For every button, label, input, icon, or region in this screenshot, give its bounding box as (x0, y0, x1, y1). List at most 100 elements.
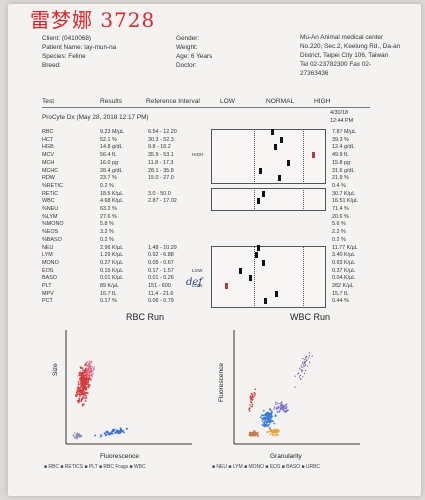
test-result: 0.01 K/µL (100, 275, 124, 282)
scatter-dot (273, 408, 275, 410)
scatter-dot (76, 389, 79, 392)
scatter-dot (87, 383, 90, 386)
test-name: RETIC (42, 190, 59, 197)
scatter-dot (273, 406, 276, 408)
scatter-dot (85, 362, 87, 365)
scatter-dot (86, 374, 89, 376)
scatter-dot (75, 437, 77, 439)
scatter-dot (87, 371, 89, 374)
scatter-dot (250, 401, 253, 404)
prior-result: 15.8 pg (332, 159, 350, 166)
scatter-dot (88, 360, 91, 362)
test-result: 56.4 fL (100, 152, 117, 159)
scatter-dot (301, 366, 303, 368)
scatter-dot (268, 428, 271, 430)
section-title: ProCyte Dx (May 28, 2018 12:17 PM) (42, 114, 149, 121)
range-box-wbc-diff (211, 246, 326, 308)
scatter-dot (294, 386, 296, 388)
rbc-x-label: Fluorescence (100, 453, 140, 460)
scatter-dot (89, 363, 91, 365)
scatter-dot (277, 407, 279, 409)
scatter-dot (280, 403, 283, 406)
scatter-dot (308, 357, 310, 359)
test-name: %RETIC (42, 182, 63, 189)
test-flag: LOW (192, 283, 203, 288)
test-name: LYM (42, 252, 53, 259)
scatter-dot (304, 362, 306, 364)
clinic-phone: Tel 02-23782300 Fax 02- (300, 61, 372, 68)
normal-high-line (303, 129, 304, 184)
age-field: Age: 6 Years (176, 53, 213, 60)
wbc-legend: ■ NEU ■ LYM ■ MONO ■ EOS ■ BASO ■ URBC (212, 464, 321, 470)
scatter-dot (275, 403, 277, 406)
scatter-dot (107, 433, 109, 435)
prior-result: 49.9 fL (332, 152, 349, 159)
scatter-dot (251, 399, 254, 401)
scatter-dot (78, 399, 81, 401)
scatter-dot (299, 367, 301, 369)
scatter-dot (301, 369, 303, 372)
scatter-dot (270, 413, 273, 416)
scatter-dot (79, 395, 81, 397)
wbc-x-label: Granularity (270, 453, 302, 460)
scatter-dot (265, 417, 268, 419)
scatter-dot (254, 434, 257, 437)
wbc-run-plot (233, 330, 360, 445)
result-marker (280, 136, 283, 143)
scatter-dot (261, 420, 264, 422)
client-field: Client: (0410068) (42, 35, 92, 42)
scatter-dot (78, 397, 81, 400)
test-result: 89 K/µL (100, 283, 119, 289)
scatter-dot (268, 419, 271, 422)
scatter-dot (266, 413, 268, 416)
scatter-dot (77, 383, 80, 386)
test-reference: 11.4 - 21.6 (148, 290, 174, 297)
normal-low-line (254, 188, 255, 211)
scatter-dot (88, 361, 91, 364)
col-low: LOW (220, 98, 236, 105)
scatter-dot (285, 406, 288, 408)
test-flag: HIGH (192, 152, 204, 158)
test-reference: 0.17 - 1.57 (148, 267, 174, 274)
table-row: PLT 89 K/µL 151 - 600 LOW 282 K/µL (8, 282, 421, 290)
scatter-dot (84, 392, 86, 395)
scatter-dot (302, 361, 304, 363)
scatter-dot (303, 364, 305, 366)
scatter-dot (72, 435, 75, 437)
scatter-dot (300, 365, 302, 367)
scatter-dot (297, 373, 299, 375)
scatter-dot (300, 369, 302, 371)
scatter-dot (269, 421, 272, 424)
test-reference: 0.01 - 0.26 (148, 275, 174, 282)
result-marker (312, 152, 316, 159)
breed-field: Breed: (42, 62, 61, 69)
scatter-dot (249, 404, 251, 406)
scatter-dot (270, 428, 272, 431)
scatter-dot (86, 365, 89, 367)
scatter-dot (303, 366, 305, 368)
test-name: %NEU (42, 206, 59, 212)
scatter-dot (91, 365, 93, 368)
normal-high-line (303, 246, 304, 308)
scatter-dot (302, 376, 304, 378)
scatter-dot (304, 369, 306, 372)
normal-low-line (254, 129, 255, 184)
scatter-dot (113, 429, 116, 432)
scatter-dot (87, 364, 90, 366)
scatter-dot (304, 361, 306, 363)
scatter-dot (89, 377, 92, 379)
scatter-dot (79, 435, 82, 437)
test-reference: 1.48 - 10.29 (148, 244, 177, 251)
scatter-dot (82, 369, 84, 372)
test-flag: LOW (192, 267, 203, 273)
scatter-dot (276, 428, 279, 431)
scatter-dot (79, 371, 81, 374)
scatter-dot (279, 408, 281, 411)
table-row: MPV 16.7 fL 11.4 - 21.6 15.7 fL (8, 290, 421, 298)
clinic-address-1: No.220, Sec.2, Keelung Rd., Da-an (300, 43, 401, 50)
scatter-dot (262, 409, 265, 412)
table-row: %BASO 0.2 % 0.2 % (8, 236, 421, 244)
result-marker (224, 283, 228, 289)
scatter-dot (78, 400, 81, 403)
scatter-dot (275, 434, 277, 437)
